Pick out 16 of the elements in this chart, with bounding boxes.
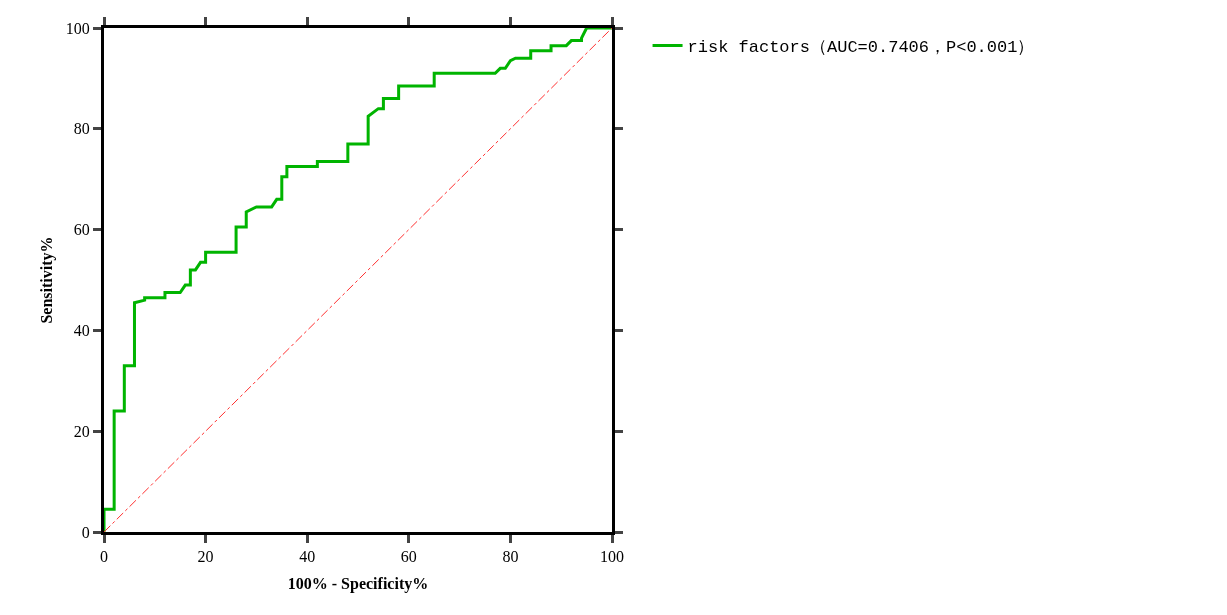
y-tick-label: 80 — [73, 120, 90, 138]
y-tick-label: 40 — [73, 322, 90, 339]
x-tick-label: 40 — [299, 548, 316, 566]
line-series — [104, 28, 612, 532]
x-tick-label: 80 — [502, 548, 519, 566]
y-tick-label: 20 — [73, 422, 90, 440]
x-axis-title: 100% - Specificity% — [287, 574, 429, 593]
x-tick-label: 100 — [600, 548, 624, 566]
legend-label: risk factors（AUC=0.7406，P<0.001） — [687, 38, 1035, 58]
y-tick-label: 100 — [65, 19, 90, 37]
x-tick-label: 20 — [197, 548, 214, 566]
x-tick-label: 0 — [100, 548, 108, 566]
x-tick-label: 60 — [400, 548, 417, 566]
y-tick-label: 0 — [81, 523, 90, 541]
y-axis-title: Sensitivity% — [37, 236, 56, 324]
y-tick-label: 60 — [73, 221, 90, 239]
